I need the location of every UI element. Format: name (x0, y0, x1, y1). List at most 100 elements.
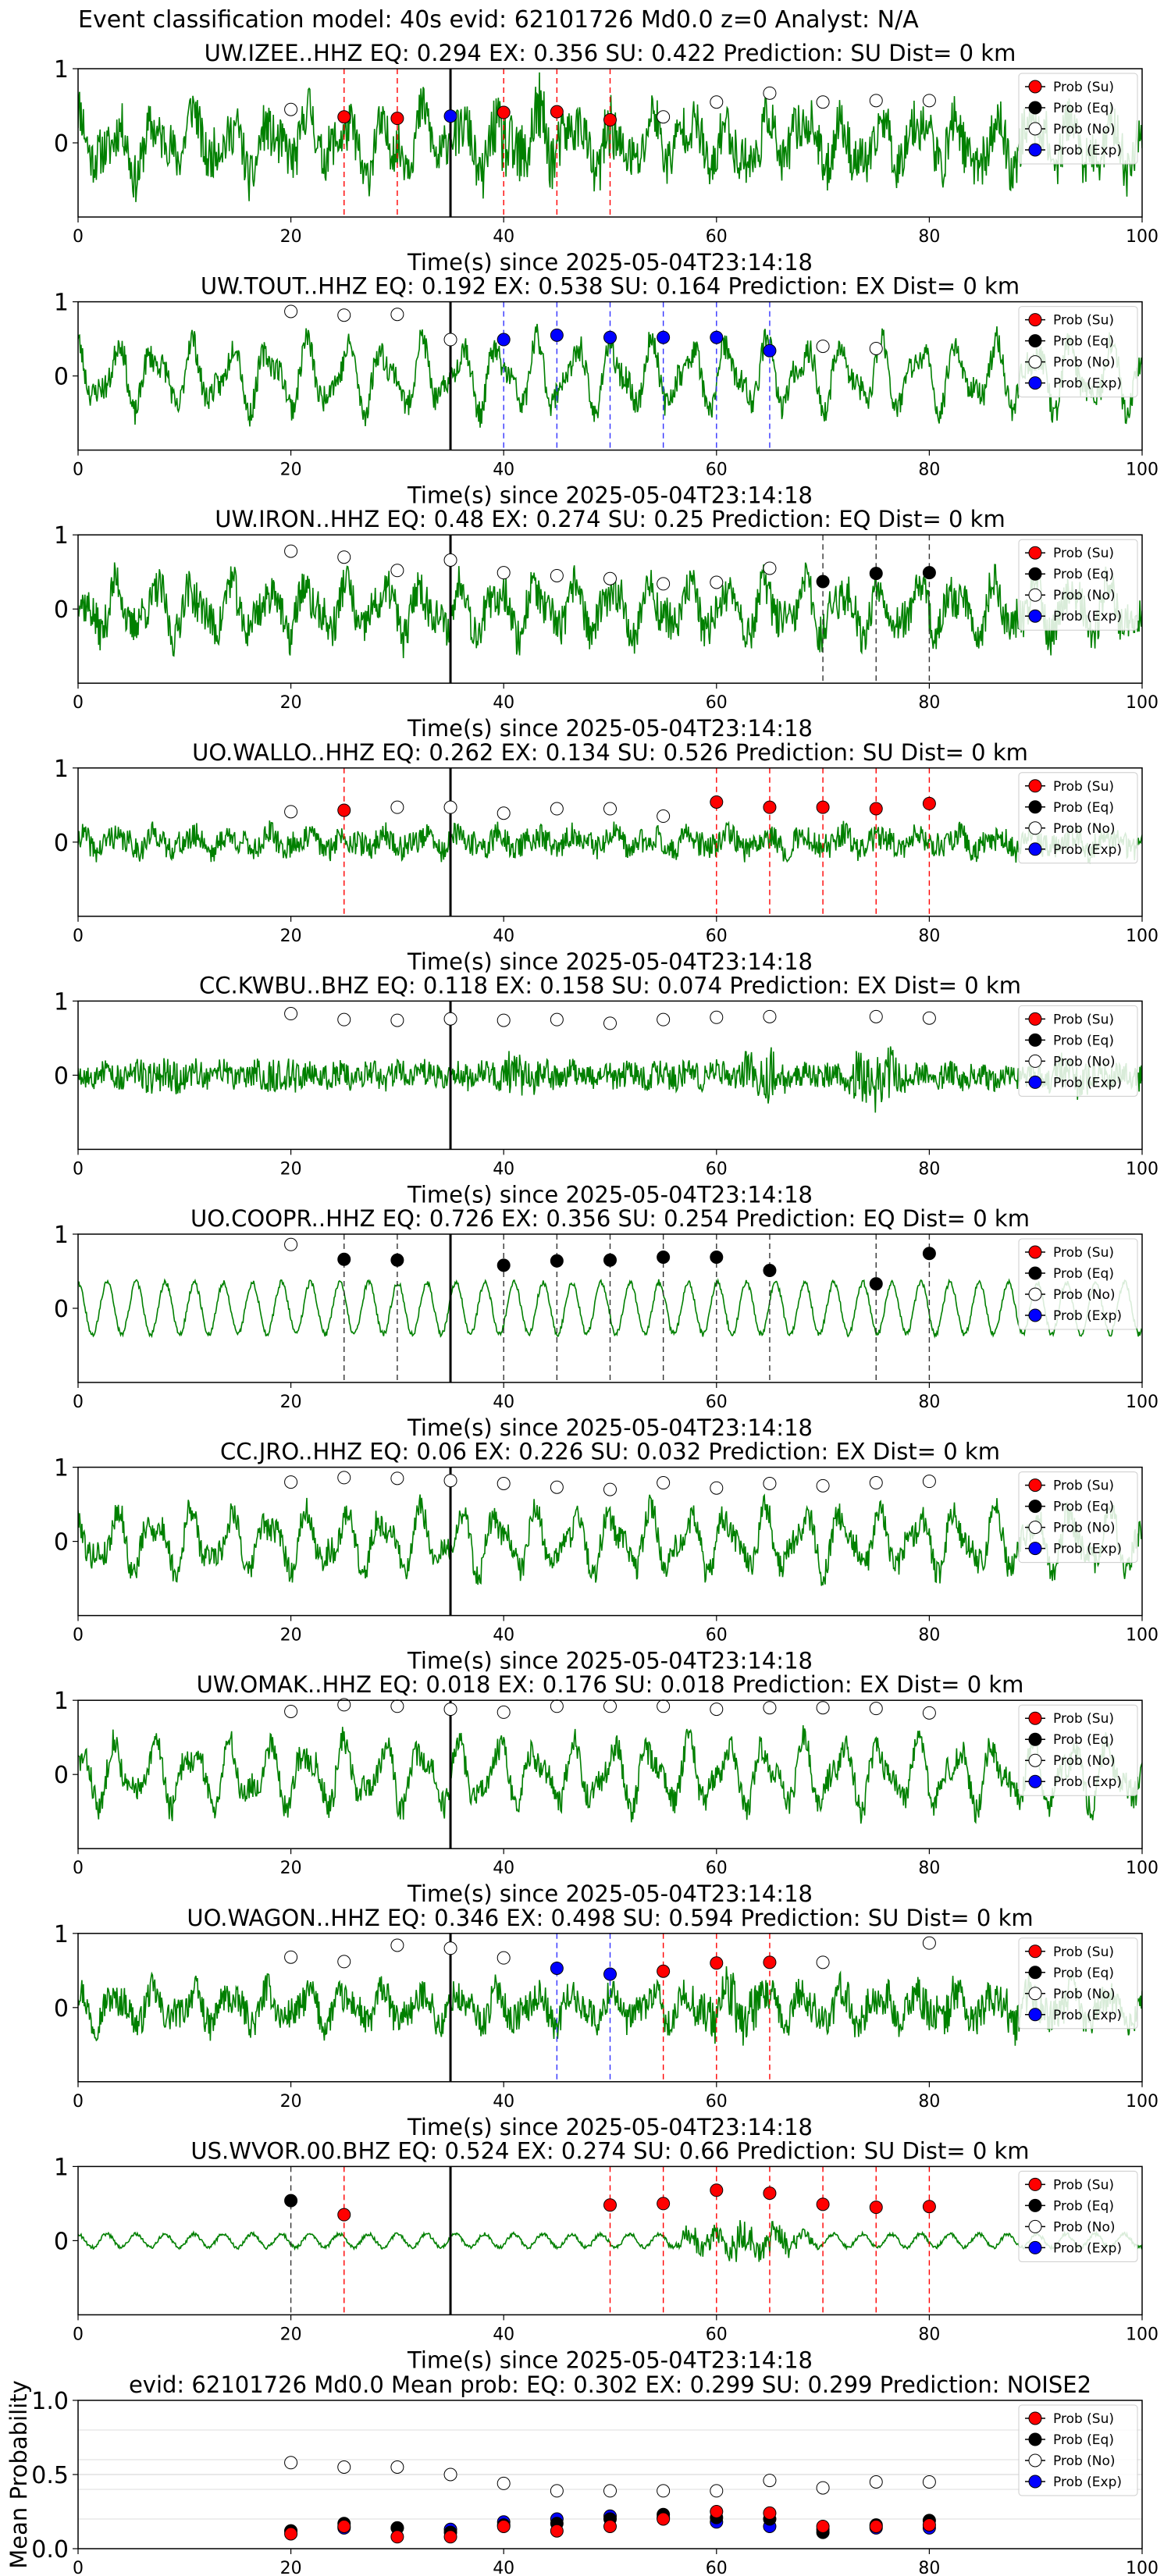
prob-point-eq (657, 1250, 671, 1264)
legend-marker-no (1028, 2219, 1042, 2233)
legend-box (1018, 1937, 1138, 2030)
prob-point-exp (443, 109, 457, 123)
x-tick-label: 100 (1126, 227, 1159, 247)
legend-label-no: Prob (No) (1053, 1987, 1116, 2002)
x-tick-label: 60 (706, 2092, 728, 2112)
legend-marker-su (1028, 313, 1042, 327)
y-tick-label: 0 (54, 364, 69, 391)
y-tick-label: 0 (54, 1062, 69, 1090)
x-tick-label: 100 (1126, 927, 1159, 946)
legend-marker-su (1028, 2177, 1042, 2191)
legend-marker-no (1028, 355, 1042, 369)
legend-label-eq: Prob (Eq) (1053, 1500, 1114, 1515)
mean-point-no (550, 2484, 564, 2498)
prob-point-su (603, 113, 617, 127)
prob-point-no (869, 1476, 883, 1490)
prob-point-no (443, 333, 457, 347)
prob-point-no (710, 95, 724, 109)
x-axis-label: Time(s) since 2025-05-04T23:14:18 (407, 249, 813, 276)
prob-point-no (603, 1482, 617, 1496)
mean-point-no (710, 2484, 724, 2498)
prob-point-eq (922, 566, 936, 580)
prob-point-no (390, 308, 404, 322)
mean-point-no (763, 2474, 777, 2488)
legend: Prob (Su) Prob (Eq) Prob (No) Prob (Exp) (1018, 1704, 1138, 1796)
legend-label-no: Prob (No) (1053, 1521, 1116, 1536)
legend-label-su: Prob (Su) (1053, 1944, 1114, 1960)
legend-label-su: Prob (Su) (1053, 1711, 1114, 1727)
mean-point-su (922, 2518, 936, 2532)
prob-point-no (497, 1705, 511, 1719)
x-tick-label: 100 (1126, 693, 1159, 713)
prob-point-su (497, 105, 511, 119)
legend: Prob (Su) Prob (Eq) Prob (No) Prob (Exp) (1018, 73, 1138, 165)
legend-label-eq: Prob (Eq) (1053, 1266, 1114, 1282)
legend-marker-eq (1028, 101, 1042, 115)
prob-point-no (284, 1704, 298, 1718)
prob-point-su (869, 802, 883, 816)
legend-label-no: Prob (No) (1053, 1287, 1116, 1303)
mean-point-no (337, 2460, 351, 2474)
prob-point-no (284, 1007, 298, 1021)
legend-marker-exp (1028, 609, 1042, 623)
legend-marker-no (1028, 2453, 1042, 2467)
prob-point-no (816, 340, 830, 354)
y-tick-label: 0 (54, 596, 69, 624)
x-tick-label: 0 (73, 1393, 84, 1412)
prob-point-no (763, 561, 777, 575)
legend-label-exp: Prob (Exp) (1053, 376, 1122, 392)
x-tick-label: 60 (706, 1393, 728, 1412)
legend-marker-su (1028, 779, 1042, 793)
y-tick-label: 0 (54, 1529, 69, 1557)
x-tick-label: 40 (493, 927, 514, 946)
panel-2: UW.IRON..HHZ EQ: 0.48 EX: 0.274 SU: 0.25… (54, 506, 1159, 742)
legend-marker-no (1028, 122, 1042, 136)
legend-marker-su (1028, 1711, 1042, 1725)
legend: Prob (Su) Prob (Eq) Prob (No) Prob (Exp) (1018, 1238, 1138, 1330)
legend-marker-su (1028, 546, 1042, 560)
x-tick-label: 40 (493, 227, 514, 247)
prob-point-no (497, 806, 511, 820)
x-axis-label: Time(s) since 2025-05-04T23:14:18 (407, 715, 813, 742)
prob-point-eq (497, 1258, 511, 1272)
x-tick-label: 0 (73, 693, 84, 713)
panel-title: UW.TOUT..HHZ EQ: 0.192 EX: 0.538 SU: 0.1… (201, 273, 1020, 300)
prob-point-no (657, 110, 671, 124)
legend-label-no: Prob (No) (1053, 1054, 1116, 1069)
panel-8: UO.WAGON..HHZ EQ: 0.346 EX: 0.498 SU: 0.… (54, 1905, 1159, 2140)
legend-box (1018, 2404, 1138, 2496)
prob-point-no (550, 1012, 564, 1026)
prob-point-su (763, 2186, 777, 2201)
prob-point-su (657, 1964, 671, 1978)
panel-title: CC.KWBU..BHZ EQ: 0.118 EX: 0.158 SU: 0.0… (199, 972, 1021, 998)
legend-label-su: Prob (Su) (1053, 2177, 1114, 2193)
prob-point-no (284, 805, 298, 819)
panel-title: US.WVOR.00.BHZ EQ: 0.524 EX: 0.274 SU: 0… (190, 2137, 1029, 2164)
prob-point-su (763, 1955, 777, 1969)
prob-point-eq (816, 575, 830, 589)
legend-label-no: Prob (No) (1053, 355, 1116, 371)
prob-point-no (337, 1471, 351, 1485)
legend-label-su: Prob (Su) (1053, 1012, 1114, 1027)
prob-point-no (869, 94, 883, 108)
x-tick-label: 40 (493, 2325, 514, 2344)
prob-point-no (284, 304, 298, 318)
mean-point-su (443, 2530, 457, 2544)
x-axis-label: Time(s) since 2025-05-04T23:14:18 (407, 1414, 813, 1441)
waveform-trace (78, 562, 1142, 659)
y-tick-label: 1 (54, 1455, 69, 1482)
prob-point-no (337, 1698, 351, 1712)
y-tick-label: 1 (54, 988, 69, 1016)
prob-point-su (337, 2208, 351, 2222)
x-tick-label: 40 (493, 1859, 514, 1878)
x-axis-label: Time(s) since 2025-05-04T23:14:18 (407, 1880, 813, 1907)
y-tick-label: 0 (54, 1995, 69, 2023)
prob-point-su (337, 803, 351, 817)
x-tick-label: 0 (73, 461, 84, 480)
mean-point-no (603, 2484, 617, 2498)
y-tick-label: 0 (54, 1762, 69, 1789)
mean-point-no (497, 2476, 511, 2490)
mean-point-su (337, 2520, 351, 2533)
prob-point-no (922, 94, 936, 108)
